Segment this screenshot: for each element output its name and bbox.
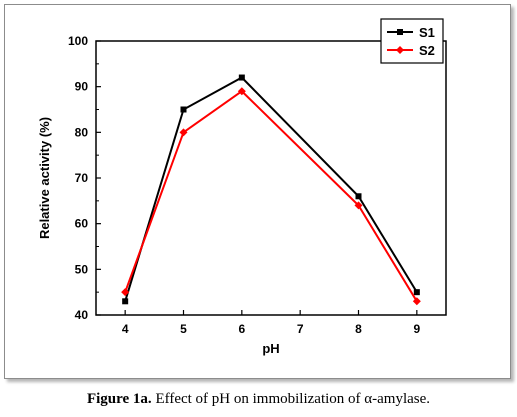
x-tick-label: 6 xyxy=(238,322,245,336)
data-point-s2 xyxy=(237,87,246,96)
legend-label-s1: S1 xyxy=(419,25,435,40)
series-s1 xyxy=(122,74,420,305)
legend-marker-s1 xyxy=(397,29,403,35)
data-point-s1 xyxy=(413,289,420,296)
x-tick-label: 9 xyxy=(413,322,420,336)
series-line-s2 xyxy=(124,89,418,302)
chart: 40 50 60 70 80 90 100 4 5 6 7 8 9 pH Relative activity… xyxy=(37,18,447,356)
x-axis-title: pH xyxy=(262,341,279,356)
series-layer xyxy=(121,74,421,306)
series-s2 xyxy=(121,87,421,306)
figure-frame: 40 50 60 70 80 90 100 4 5 6 7 8 9 pH Relative activity… xyxy=(4,4,511,379)
data-point-s2 xyxy=(121,288,130,297)
data-point-s2 xyxy=(354,201,363,210)
caption-text: Effect of pH on immobilization of α-amyl… xyxy=(151,391,431,407)
data-point-s2 xyxy=(179,128,188,137)
data-point-s1 xyxy=(355,193,362,200)
y-tick-label: 80 xyxy=(75,125,89,139)
x-tick-label: 4 xyxy=(122,322,129,336)
y-axis-title: Relative activity (%) xyxy=(37,117,52,239)
series-line-s1 xyxy=(124,76,418,302)
y-tick-label: 90 xyxy=(75,80,89,94)
x-tick-label: 5 xyxy=(180,322,187,336)
legend-box xyxy=(380,18,444,64)
y-tick-label: 50 xyxy=(75,262,89,276)
y-tick-label: 100 xyxy=(68,34,88,48)
data-point-s1 xyxy=(122,298,129,305)
plot-border xyxy=(95,40,447,316)
axes: 40 50 60 70 80 90 100 4 5 6 7 8 9 pH Relative activity… xyxy=(37,34,447,356)
legend-label-s2: S2 xyxy=(419,43,435,58)
y-tick-label: 40 xyxy=(75,308,89,322)
data-point-s1 xyxy=(180,106,187,113)
figure-caption: Figure 1a. Effect of pH on immobilizatio… xyxy=(0,391,517,408)
caption-label: Figure 1a. xyxy=(86,391,152,407)
data-point-s1 xyxy=(238,74,245,81)
data-point-s2 xyxy=(412,297,421,306)
x-tick-label: 8 xyxy=(355,322,362,336)
x-tick-label: 7 xyxy=(297,322,304,336)
legend-marker-s2 xyxy=(396,46,404,54)
y-tick-label: 70 xyxy=(75,171,89,185)
y-tick-label: 60 xyxy=(75,217,89,231)
